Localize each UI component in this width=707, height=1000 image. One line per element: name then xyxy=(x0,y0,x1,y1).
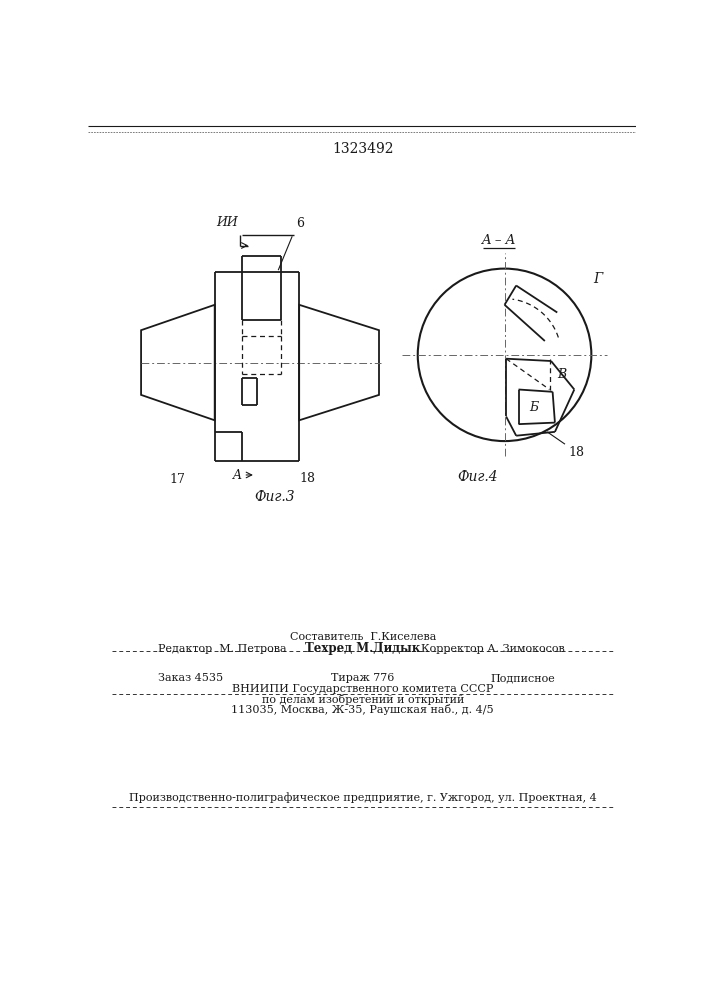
Text: 6: 6 xyxy=(296,217,304,230)
Text: ВНИИПИ Государственного комитета СССР: ВНИИПИ Государственного комитета СССР xyxy=(232,684,493,694)
Text: A: A xyxy=(233,469,242,482)
Text: по делам изобретений и открытий: по делам изобретений и открытий xyxy=(262,694,464,705)
Text: 17: 17 xyxy=(170,473,185,486)
Text: 18: 18 xyxy=(299,472,315,485)
Text: Составитель  Г.Киселева: Составитель Г.Киселева xyxy=(290,632,436,642)
Text: ИИ: ИИ xyxy=(216,216,238,229)
Text: 18: 18 xyxy=(568,446,584,459)
Text: B: B xyxy=(557,368,566,381)
Text: Редактор  М. Петрова: Редактор М. Петрова xyxy=(158,644,287,654)
Text: Г: Г xyxy=(594,272,603,286)
Text: Техред М.Дидык: Техред М.Дидык xyxy=(305,642,421,655)
Text: 1323492: 1323492 xyxy=(332,142,394,156)
Text: Б: Б xyxy=(530,401,539,414)
Text: Заказ 4535: Заказ 4535 xyxy=(158,673,223,683)
Text: Тираж 776: Тираж 776 xyxy=(331,673,395,683)
Text: 113035, Москва, Ж-35, Раушская наб., д. 4/5: 113035, Москва, Ж-35, Раушская наб., д. … xyxy=(231,704,494,715)
Text: Производственно-полиграфическое предприятие, г. Ужгород, ул. Проектная, 4: Производственно-полиграфическое предприя… xyxy=(129,792,597,803)
Text: Фиг.4: Фиг.4 xyxy=(457,470,498,484)
Text: Фиг.3: Фиг.3 xyxy=(254,490,295,504)
Text: Подписное: Подписное xyxy=(490,673,555,683)
Text: A – A: A – A xyxy=(481,234,515,247)
Text: Корректор А. Зимокосов: Корректор А. Зимокосов xyxy=(421,644,565,654)
